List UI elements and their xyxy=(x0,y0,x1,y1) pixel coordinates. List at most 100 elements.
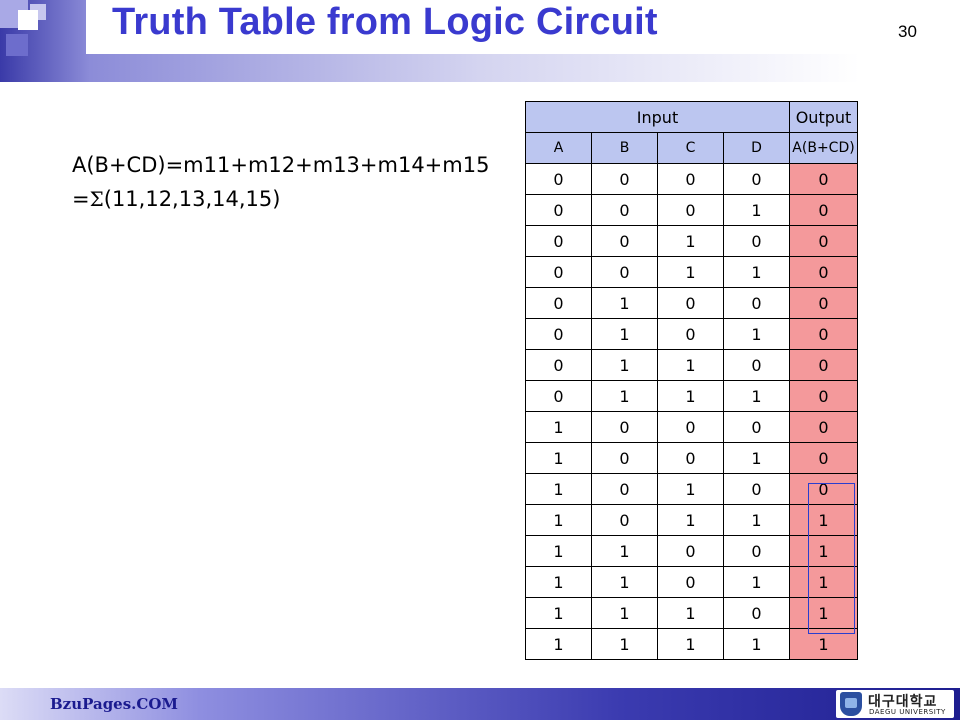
input-cell: 0 xyxy=(591,473,658,505)
input-cell: 1 xyxy=(591,349,658,381)
input-cell: 0 xyxy=(525,287,592,319)
input-cell: 0 xyxy=(591,442,658,474)
title-band xyxy=(0,0,960,82)
input-cell: 1 xyxy=(657,597,724,629)
expression-equals: = xyxy=(72,187,90,211)
input-cell: 1 xyxy=(657,349,724,381)
input-cell: 1 xyxy=(525,504,592,536)
input-cell: 0 xyxy=(591,411,658,443)
input-header: Input xyxy=(525,101,790,133)
input-cell: 0 xyxy=(657,535,724,567)
footer-site-name: BzuPages.COM xyxy=(50,695,179,713)
input-cell: 0 xyxy=(723,411,790,443)
input-cell: 1 xyxy=(657,504,724,536)
input-cell: 0 xyxy=(723,597,790,629)
column-header-output: A(B+CD) xyxy=(789,132,858,164)
input-cell: 1 xyxy=(591,628,658,660)
input-cell: 0 xyxy=(525,163,592,195)
input-cell: 1 xyxy=(591,380,658,412)
input-cell: 1 xyxy=(525,535,592,567)
input-cell: 0 xyxy=(657,411,724,443)
input-cell: 1 xyxy=(657,473,724,505)
column-header-a: A xyxy=(525,132,592,164)
input-cell: 0 xyxy=(525,194,592,226)
expression-line-2: =Σ(11,12,13,14,15) xyxy=(72,184,280,214)
input-cell: 0 xyxy=(591,194,658,226)
input-cell: 0 xyxy=(525,349,592,381)
output-cell: 0 xyxy=(789,318,858,350)
slide-title: Truth Table from Logic Circuit xyxy=(112,1,658,43)
page-number: 30 xyxy=(898,22,917,41)
decorative-square xyxy=(18,10,38,30)
output-cell: 0 xyxy=(789,473,858,505)
input-cell: 1 xyxy=(525,566,592,598)
expression-line-1: A(B+CD)=m11+m12+m13+m14+m15 xyxy=(72,153,490,177)
input-cell: 0 xyxy=(657,163,724,195)
input-cell: 1 xyxy=(591,566,658,598)
input-cell: 1 xyxy=(525,597,592,629)
input-cell: 1 xyxy=(657,225,724,257)
input-cell: 1 xyxy=(723,194,790,226)
input-cell: 0 xyxy=(657,318,724,350)
input-cell: 0 xyxy=(591,225,658,257)
output-cell: 0 xyxy=(789,442,858,474)
input-cell: 0 xyxy=(723,535,790,567)
input-cell: 0 xyxy=(525,380,592,412)
input-cell: 1 xyxy=(723,380,790,412)
output-cell: 0 xyxy=(789,163,858,195)
input-cell: 1 xyxy=(525,442,592,474)
output-cell: 1 xyxy=(789,535,858,567)
input-cell: 0 xyxy=(657,566,724,598)
input-cell: 0 xyxy=(657,287,724,319)
output-cell: 0 xyxy=(789,287,858,319)
input-cell: 1 xyxy=(723,256,790,288)
university-emblem-icon xyxy=(840,692,862,716)
output-cell: 1 xyxy=(789,566,858,598)
input-cell: 0 xyxy=(723,473,790,505)
input-cell: 0 xyxy=(723,349,790,381)
input-cell: 0 xyxy=(525,256,592,288)
input-cell: 1 xyxy=(591,287,658,319)
input-cell: 1 xyxy=(591,318,658,350)
input-cell: 1 xyxy=(723,442,790,474)
university-logo: 대구대학교 DAEGU UNIVERSITY xyxy=(836,690,954,718)
sigma-symbol: Σ xyxy=(89,187,104,211)
input-cell: 0 xyxy=(591,163,658,195)
output-cell: 1 xyxy=(789,597,858,629)
column-header-c: C xyxy=(657,132,724,164)
decorative-square xyxy=(6,34,28,56)
input-cell: 1 xyxy=(657,256,724,288)
output-cell: 0 xyxy=(789,380,858,412)
input-cell: 0 xyxy=(525,318,592,350)
input-cell: 0 xyxy=(591,504,658,536)
output-cell: 0 xyxy=(789,256,858,288)
title-background xyxy=(86,0,960,54)
input-cell: 1 xyxy=(723,628,790,660)
input-cell: 0 xyxy=(525,225,592,257)
input-cell: 0 xyxy=(657,194,724,226)
university-name: 대구대학교 xyxy=(868,694,938,710)
column-header-row: A B C D A(B+CD) xyxy=(525,132,858,164)
footer-band xyxy=(0,688,960,720)
input-cell: 1 xyxy=(723,566,790,598)
input-cell: 1 xyxy=(723,504,790,536)
input-cell: 0 xyxy=(591,256,658,288)
output-cell: 0 xyxy=(789,349,858,381)
minterm-list: (11,12,13,14,15) xyxy=(103,187,281,211)
input-cell: 0 xyxy=(723,287,790,319)
input-cell: 1 xyxy=(657,628,724,660)
input-cell: 1 xyxy=(525,411,592,443)
